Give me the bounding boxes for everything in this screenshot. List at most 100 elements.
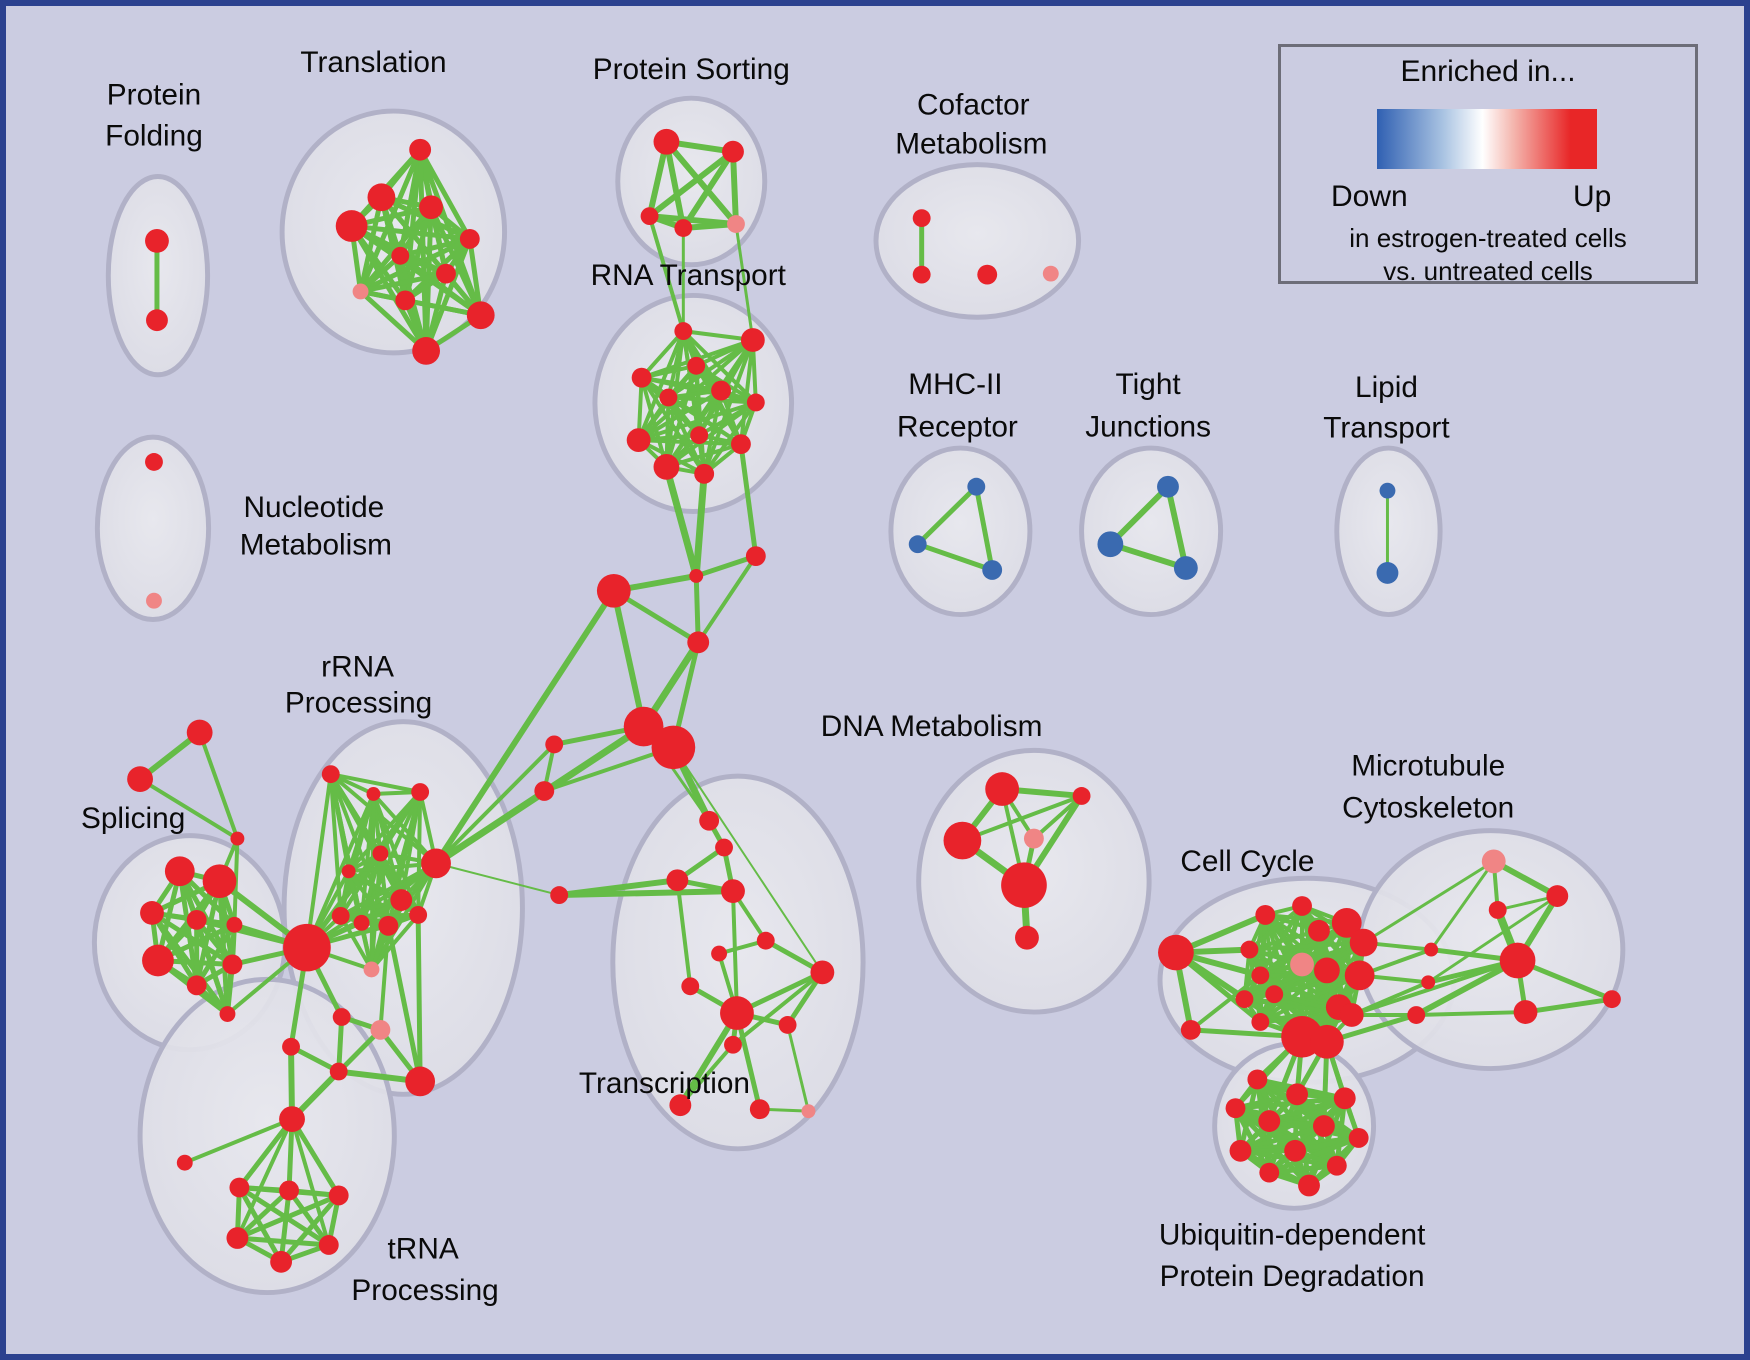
- network-node-tx9: [681, 977, 700, 996]
- network-edge: [434, 742, 557, 866]
- network-node-s3: [230, 831, 245, 846]
- network-edge: [639, 329, 686, 380]
- cluster-label-rrna-processing-line2: Processing: [285, 686, 432, 719]
- network-edge: [286, 1187, 332, 1248]
- network-node-tx14: [749, 1099, 770, 1120]
- network-edge: [349, 223, 429, 354]
- cluster-ellipse-nucleotide-metabolism: [94, 434, 212, 623]
- network-node-sp7: [222, 954, 243, 975]
- network-node-tx4: [721, 879, 745, 904]
- network-node-tx3: [666, 869, 689, 892]
- network-node-tj2: [1097, 531, 1124, 558]
- network-node-m2: [908, 535, 927, 554]
- network-node-rr11: [409, 905, 428, 924]
- network-node-u7: [1348, 1128, 1369, 1148]
- network-node-tn7: [318, 1235, 339, 1255]
- cluster-label-lipid-transport-line2: Transport: [1323, 412, 1450, 445]
- cluster-label-cofactor-metabolism-line2: Metabolism: [895, 127, 1047, 160]
- network-node-t7: [436, 263, 456, 284]
- network-edge: [696, 554, 758, 645]
- cluster-label-dna-metabolism: DNA Metabolism: [821, 710, 1043, 743]
- network-edge: [304, 772, 333, 950]
- network-edge: [1266, 1163, 1340, 1176]
- network-edge: [663, 138, 739, 228]
- network-node-rr14: [332, 1008, 351, 1026]
- cluster-ellipse-transcription: [610, 773, 866, 1152]
- cluster-label-rna-transport: RNA Transport: [591, 259, 787, 292]
- network-node-d4: [1023, 828, 1044, 849]
- network-node-cf3: [977, 264, 998, 285]
- network-node-d1: [985, 772, 1020, 806]
- network-node-k2: [1421, 975, 1436, 990]
- network-node-u6: [1312, 1115, 1335, 1137]
- network-node-sp4: [186, 909, 207, 930]
- network-node-r3: [687, 356, 706, 375]
- cluster-label-mhc-ii-receptor-line1: MHC-II: [908, 368, 1002, 401]
- network-svg: Protein Folding Translation Protein Sorting…: [81, 46, 1626, 1307]
- network-edge: [328, 772, 423, 794]
- network-edge: [385, 923, 423, 1084]
- network-node-u2: [1286, 1083, 1309, 1106]
- network-edge: [417, 147, 473, 242]
- network-node-rr6: [421, 848, 451, 879]
- network-edge: [182, 1117, 295, 1165]
- network-edge: [278, 1187, 292, 1265]
- network-node-tn5: [328, 1185, 349, 1206]
- network-node-r4: [631, 367, 652, 388]
- network-edge: [217, 878, 230, 1017]
- network-node-pf1: [145, 229, 169, 253]
- network-edge: [692, 470, 708, 580]
- network-node-t8: [352, 283, 369, 300]
- cluster-label-transcription: Transcription: [579, 1067, 750, 1100]
- network-edge: [290, 1117, 331, 1247]
- network-edge: [235, 1117, 295, 1241]
- network-node-cc10: [1313, 957, 1340, 984]
- network-edge: [1349, 958, 1520, 1017]
- network-edge: [234, 1235, 332, 1248]
- network-edge: [636, 400, 758, 443]
- network-node-c7: [545, 735, 564, 754]
- network-edge: [304, 792, 376, 950]
- network-node-t11: [412, 337, 441, 365]
- network-node-tn1: [279, 1106, 305, 1132]
- network-edge: [194, 917, 230, 1017]
- network-edge: [738, 441, 759, 559]
- cluster-label-splicing: Splicing: [81, 802, 185, 835]
- network-node-t2: [367, 183, 396, 212]
- network-edge: [646, 148, 736, 220]
- network-node-rr15: [282, 1037, 300, 1056]
- network-node-u10: [1326, 1155, 1347, 1176]
- network-node-rr7: [390, 889, 413, 911]
- network-edge: [358, 288, 429, 354]
- network-edge: [1247, 904, 1305, 952]
- network-node-ps1: [653, 128, 680, 155]
- network-node-r12: [694, 463, 715, 484]
- cluster-label-mhc-ii-receptor-line2: Receptor: [897, 411, 1018, 444]
- network-node-rr2: [366, 787, 381, 801]
- network-edge: [662, 463, 700, 580]
- network-node-t5: [459, 229, 480, 249]
- legend-caption-line2: vs. untreated cells: [1383, 256, 1593, 286]
- network-node-m3: [982, 560, 1003, 580]
- network-node-mt3: [1488, 901, 1507, 919]
- network-edge: [1107, 483, 1171, 548]
- network-node-pf2: [146, 309, 168, 332]
- network-edge: [397, 236, 473, 259]
- legend-caption-line1: in estrogen-treated cells: [1349, 223, 1627, 253]
- cluster-label-nucleotide-metabolism-line2: Metabolism: [240, 529, 392, 562]
- network-node-tj1: [1157, 475, 1179, 498]
- network-node-u11: [1259, 1162, 1280, 1183]
- network-edge: [1362, 859, 1496, 945]
- network-node-d5: [1001, 862, 1047, 908]
- network-edge: [234, 1192, 342, 1241]
- network-edge: [730, 148, 739, 228]
- cluster-ellipse-trna-processing: [137, 976, 397, 1296]
- cluster-label-microtubule-cytoskeleton-line1: Microtubule: [1351, 750, 1505, 783]
- network-node-c4: [687, 631, 710, 654]
- network-edge: [693, 573, 701, 645]
- network-node-c8: [534, 781, 555, 801]
- cluster-label-ubiquitin-dependent-protein-degradation-line1: Ubiquitin-dependent: [1159, 1219, 1426, 1252]
- legend-up-label: Up: [1573, 180, 1612, 213]
- network-node-rr16: [329, 1062, 348, 1081]
- network-edge: [915, 484, 979, 547]
